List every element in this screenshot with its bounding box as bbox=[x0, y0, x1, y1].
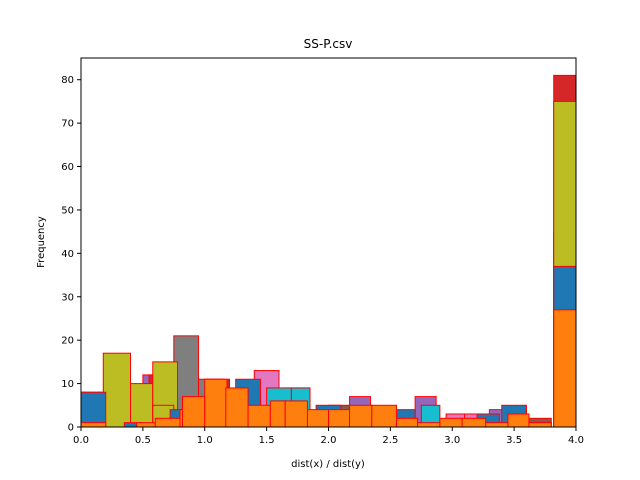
bar-orange-5 bbox=[204, 378, 228, 428]
bar-orange-14 bbox=[396, 417, 419, 428]
bar-orange-8 bbox=[269, 400, 286, 428]
y-tick-label: 50 bbox=[61, 205, 74, 216]
bars-layer bbox=[80, 74, 577, 428]
bar-orange-11 bbox=[328, 409, 351, 428]
y-tick-label: 10 bbox=[61, 379, 74, 390]
y-tick-label: 70 bbox=[61, 119, 74, 130]
y-axis: 0 10 20 30 40 50 60 70 80 bbox=[61, 75, 81, 434]
bar-orange-4 bbox=[181, 396, 206, 428]
y-tick-label: 20 bbox=[61, 336, 74, 347]
bar-orange-13 bbox=[371, 404, 398, 428]
x-tick-label: 2.5 bbox=[382, 435, 398, 446]
x-axis-label: dist(x) / dist(y) bbox=[291, 459, 365, 470]
bar-orange-17 bbox=[461, 417, 487, 428]
y-tick-label: 0 bbox=[68, 423, 74, 434]
bar-orange-1 bbox=[136, 422, 156, 428]
y-axis-label: Frequency bbox=[36, 216, 47, 268]
bar-olive-0 bbox=[102, 352, 131, 428]
bar-orange-7 bbox=[247, 404, 271, 428]
y-tick-label: 40 bbox=[61, 249, 74, 260]
bar-orange-21 bbox=[553, 309, 577, 428]
x-tick-label: 2.0 bbox=[321, 435, 337, 446]
x-tick-label: 3.5 bbox=[506, 435, 522, 446]
bar-orange-20 bbox=[528, 422, 552, 428]
bar-orange-16 bbox=[439, 417, 463, 428]
y-tick-label: 30 bbox=[61, 292, 74, 303]
x-tick-label: 0.5 bbox=[135, 435, 151, 446]
bar-orange-19 bbox=[507, 413, 530, 428]
x-axis: 0.0 0.5 1.0 1.5 2.0 2.5 3.0 3.5 4.0 bbox=[73, 427, 584, 446]
bar-orange-9 bbox=[284, 400, 308, 428]
y-tick-label: 60 bbox=[61, 162, 74, 173]
bar-orange-15 bbox=[417, 422, 441, 428]
bar-orange-18 bbox=[485, 422, 509, 428]
x-tick-label: 3.0 bbox=[444, 435, 460, 446]
chart-title: SS-P.csv bbox=[304, 37, 353, 51]
bar-blue-0 bbox=[80, 391, 107, 428]
bar-orange-0 bbox=[80, 422, 107, 428]
bar-orange-12 bbox=[349, 404, 373, 428]
bar-orange-10 bbox=[306, 409, 329, 428]
bar-orange-6 bbox=[225, 387, 249, 428]
bar-orange-2 bbox=[154, 417, 181, 428]
x-tick-label: 0.0 bbox=[73, 435, 89, 446]
bar-olive-1 bbox=[130, 383, 154, 428]
x-tick-label: 1.5 bbox=[259, 435, 275, 446]
y-tick-label: 80 bbox=[61, 75, 74, 86]
x-tick-label: 4.0 bbox=[568, 435, 584, 446]
x-tick-label: 1.0 bbox=[197, 435, 213, 446]
